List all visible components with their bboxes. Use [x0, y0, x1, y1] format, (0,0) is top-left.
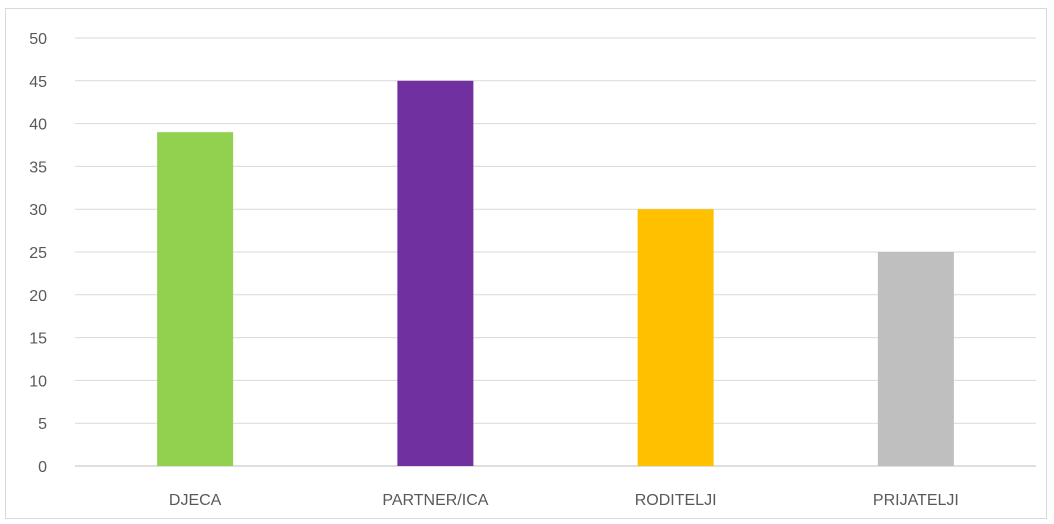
bar-prijatelji — [877, 252, 954, 466]
y-axis-tick-labels: 0 5 10 15 20 25 30 35 40 45 50 — [29, 31, 47, 476]
y-tick-label: 15 — [29, 331, 47, 348]
y-tick-label: 45 — [29, 74, 47, 91]
y-tick-label: 50 — [29, 31, 47, 48]
x-tick-label: RODITELJI — [635, 492, 717, 509]
y-tick-label: 0 — [38, 459, 47, 476]
bar-partner-ica — [397, 80, 474, 467]
x-tick-label: PARTNER/ICA — [382, 492, 488, 509]
y-tick-label: 20 — [29, 288, 47, 305]
y-tick-label: 5 — [38, 416, 47, 433]
gridlines — [75, 37, 1036, 467]
bars — [157, 80, 954, 467]
x-tick-label: PRIJATELJI — [873, 492, 959, 509]
bar-roditelji — [637, 209, 714, 466]
bar-djeca — [157, 132, 234, 466]
x-axis-tick-labels: DJECA PARTNER/ICA RODITELJI PRIJATELJI — [169, 492, 959, 509]
y-tick-label: 35 — [29, 159, 47, 176]
y-tick-label: 30 — [29, 202, 47, 219]
x-tick-label: DJECA — [169, 492, 222, 509]
y-tick-label: 40 — [29, 117, 47, 134]
y-tick-label: 25 — [29, 245, 47, 262]
y-tick-label: 10 — [29, 373, 47, 390]
